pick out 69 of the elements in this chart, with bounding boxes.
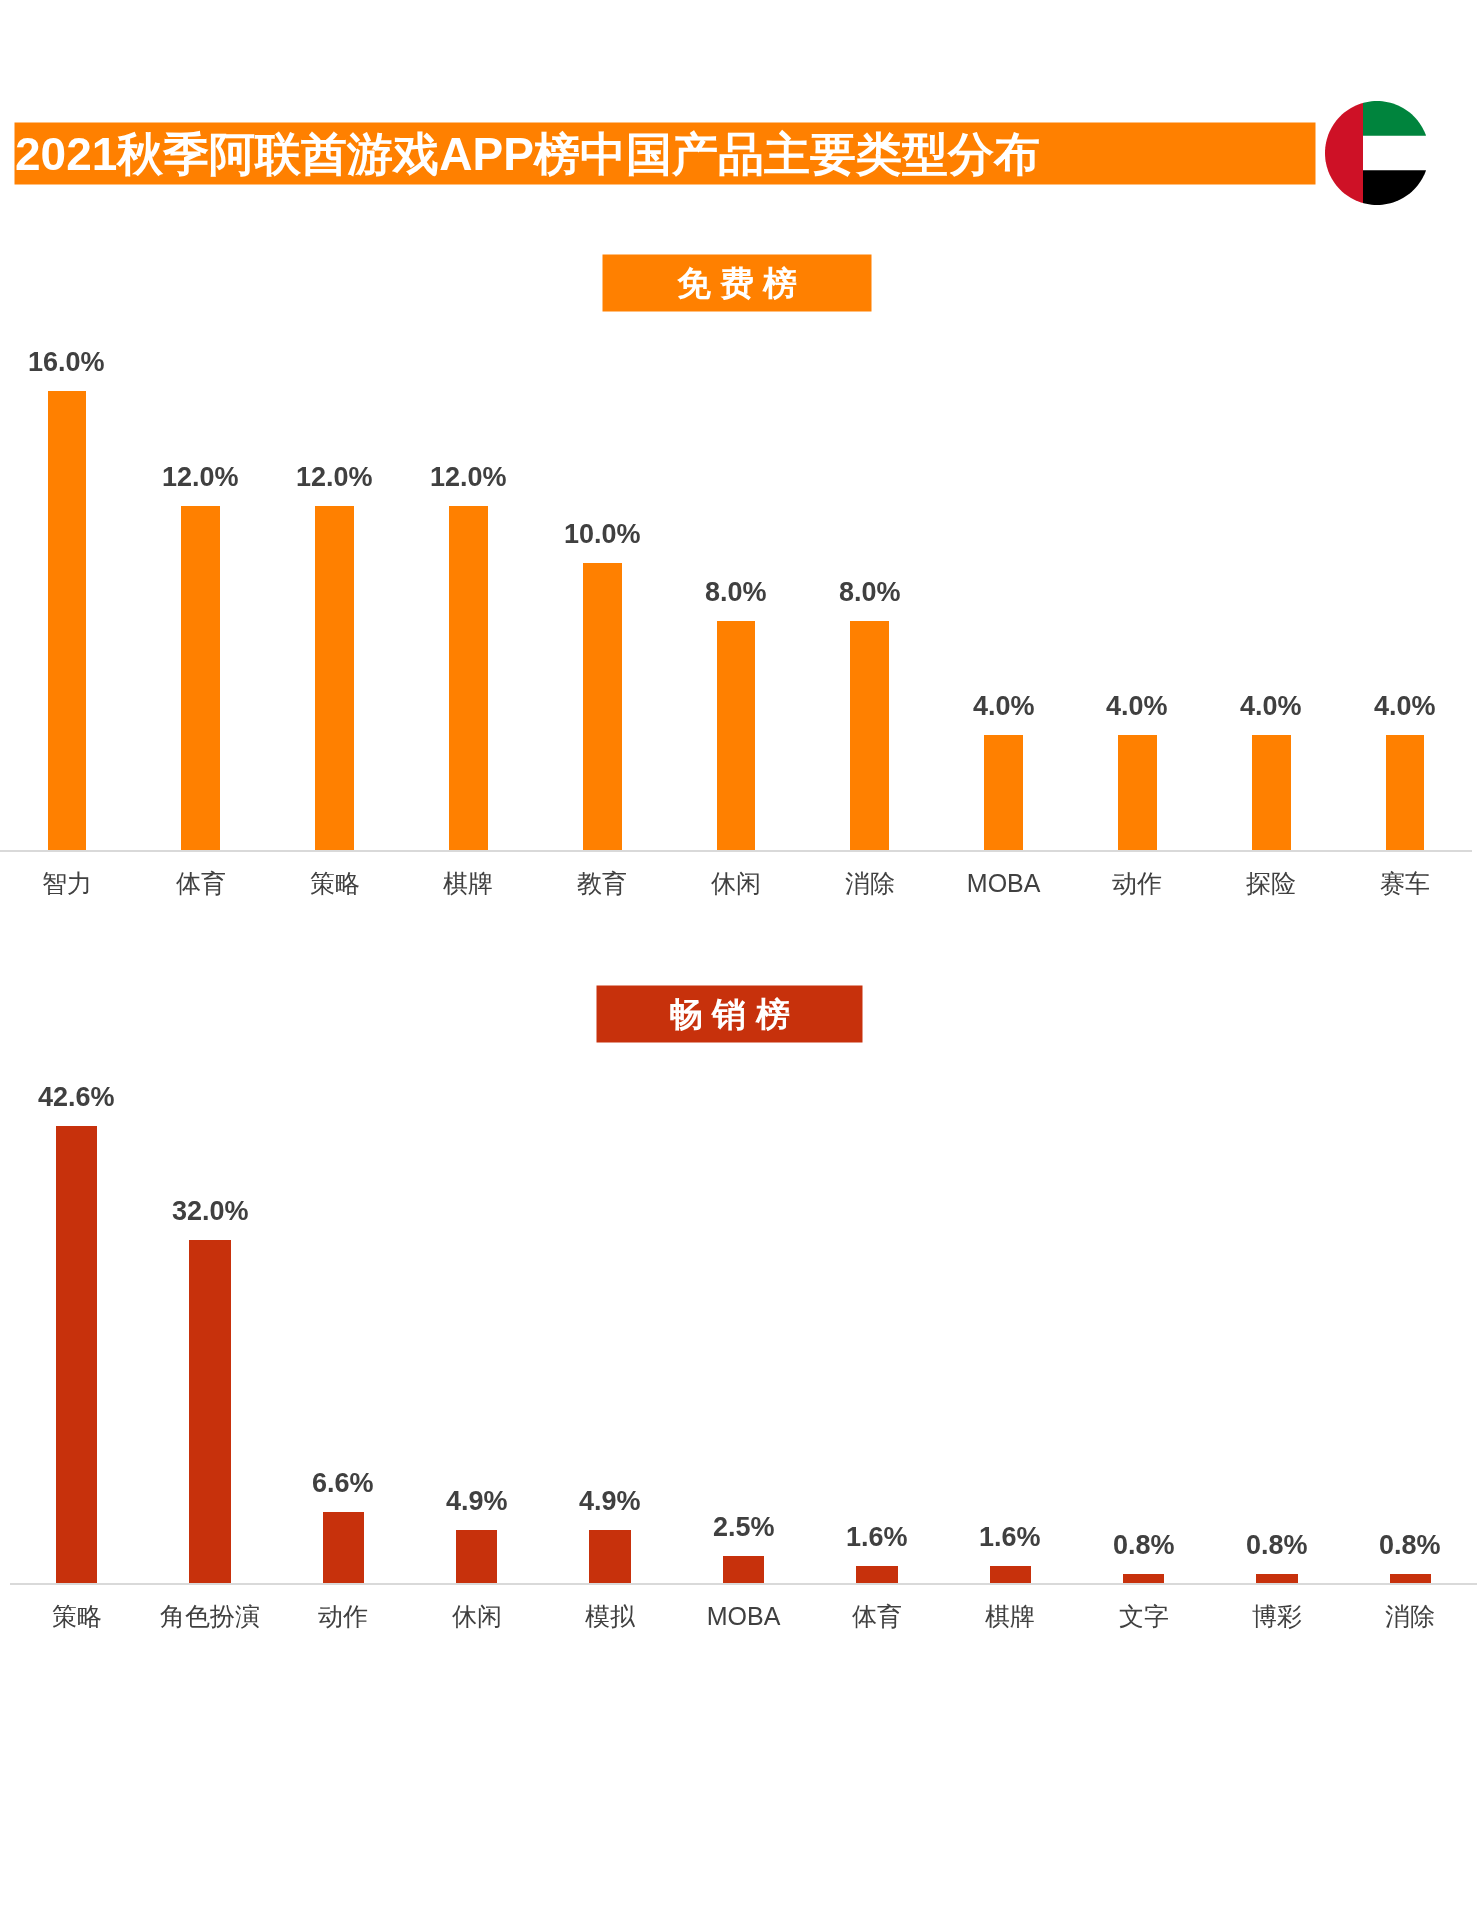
data-label: 6.6% <box>312 1468 374 1498</box>
bar <box>990 1566 1031 1583</box>
bar <box>449 506 488 850</box>
data-label: 2.5% <box>713 1512 775 1542</box>
data-label: 4.9% <box>446 1486 508 1516</box>
bar <box>1123 1574 1164 1583</box>
x-tick-label: MOBA <box>706 1602 781 1630</box>
data-label: 16.0% <box>28 347 105 377</box>
bar <box>589 1530 631 1583</box>
bar <box>1386 735 1424 850</box>
x-tick-label: 智力 <box>41 869 92 897</box>
data-label: 8.0% <box>839 577 901 607</box>
bar <box>1118 735 1157 850</box>
data-label: 8.0% <box>705 577 767 607</box>
data-label: 1.6% <box>846 1522 908 1552</box>
data-label: 12.0% <box>162 462 239 492</box>
data-label: 4.0% <box>973 691 1035 721</box>
x-tick-label: 休闲 <box>711 869 761 897</box>
data-label: 0.8% <box>1379 1530 1441 1560</box>
x-tick-label: 动作 <box>1112 869 1163 897</box>
data-label: 4.0% <box>1240 691 1302 721</box>
x-tick-label: 棋牌 <box>985 1602 1036 1630</box>
x-tick-label: 棋牌 <box>443 869 494 897</box>
data-label: 0.8% <box>1246 1530 1308 1560</box>
data-label: 12.0% <box>296 462 373 492</box>
x-tick-label: 赛车 <box>1380 869 1431 897</box>
bar <box>48 391 86 850</box>
x-tick-label: 探险 <box>1246 869 1297 897</box>
data-label: 4.9% <box>579 1486 641 1516</box>
data-label: 1.6% <box>979 1522 1041 1552</box>
data-label: 12.0% <box>430 462 507 492</box>
x-tick-label: 体育 <box>851 1602 902 1630</box>
data-label: 10.0% <box>564 519 641 549</box>
data-label: 42.6% <box>38 1082 115 1112</box>
x-tick-label: 休闲 <box>451 1602 502 1630</box>
x-tick-label: 文字 <box>1118 1602 1169 1630</box>
x-tick-label: 策略 <box>51 1602 102 1630</box>
x-tick-label: 角色扮演 <box>160 1602 261 1630</box>
x-tick-label: MOBA <box>966 869 1041 897</box>
bar <box>323 1512 364 1583</box>
x-tick-label: 模拟 <box>585 1602 637 1630</box>
data-label: 4.0% <box>1374 691 1436 721</box>
bar <box>315 506 354 850</box>
bar <box>723 1556 764 1583</box>
bar <box>1390 1574 1431 1583</box>
data-label: 32.0% <box>172 1196 249 1226</box>
bar <box>984 735 1023 850</box>
bar <box>856 1566 898 1583</box>
x-tick-label: 消除 <box>844 869 895 897</box>
data-label: 4.0% <box>1106 691 1168 721</box>
x-tick-label: 消除 <box>1385 1602 1436 1630</box>
bar <box>583 563 622 850</box>
bar <box>189 1240 231 1583</box>
x-tick-label: 策略 <box>309 869 360 897</box>
x-tick-label: 动作 <box>318 1602 369 1630</box>
data-label: 0.8% <box>1113 1530 1175 1560</box>
bar <box>850 621 889 850</box>
chart-title: 畅 销 榜 <box>669 995 790 1033</box>
x-tick-label: 教育 <box>577 869 628 897</box>
x-tick-label: 体育 <box>175 869 226 897</box>
bar <box>181 506 220 850</box>
bar <box>456 1530 497 1583</box>
bar <box>1252 735 1291 850</box>
bar <box>717 621 755 850</box>
bar <box>1256 1574 1298 1583</box>
bar <box>56 1126 97 1583</box>
chart-subtitle: 免 费 榜 <box>676 264 798 302</box>
chart-title: 2021秋季阿联酋游戏APP榜中国产品主要类型分布 <box>15 127 1040 180</box>
x-tick-label: 博彩 <box>1251 1602 1302 1630</box>
